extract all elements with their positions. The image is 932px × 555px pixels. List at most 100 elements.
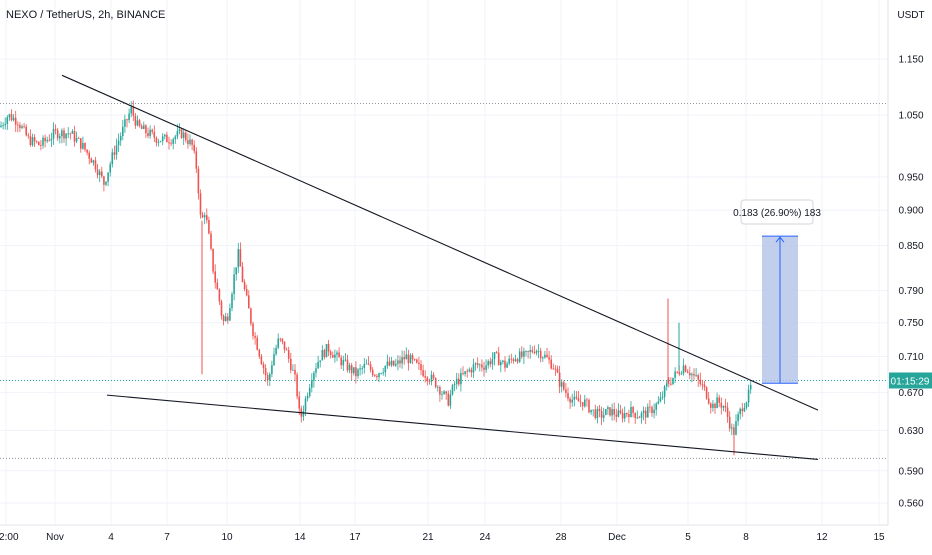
candle-body [565,389,567,394]
candle-body [693,373,695,376]
candle-body [308,387,311,396]
measure-layer[interactable]: 0.183 (26.90%) 183 [733,199,821,384]
time-tick-label: 5 [685,532,691,543]
candle-body [180,129,183,138]
candle-body [306,395,309,399]
candle-body [615,414,618,417]
candle-body [521,351,523,357]
candle-body [292,369,294,371]
candle-body [266,375,269,381]
candle-body [296,374,298,397]
candle-body [623,413,626,419]
candle-body [705,387,708,399]
measure-label-box [740,199,814,225]
candle-body [607,407,609,410]
candle-body [31,137,34,146]
trendline[interactable] [61,74,819,411]
candle-body [273,354,275,366]
candle-body [59,136,61,139]
candle-body [172,139,174,144]
candle-body [739,408,741,415]
candle-body [115,145,118,155]
candle-body [466,371,468,373]
candle-body [628,414,630,418]
candle-body [462,373,464,375]
candle-body [710,403,712,408]
candle-body [174,136,177,140]
candle-body [243,282,246,290]
candle-body [724,406,727,408]
candle-body [88,152,90,159]
time-tick-label: 15 [873,532,885,543]
time-tick-label: 17 [349,532,361,543]
candle-body [474,363,477,365]
candle-body [407,354,410,364]
candle-body [437,387,439,388]
candle-body [491,359,494,365]
candle-body [96,169,99,176]
candle-body [367,363,370,365]
candle-body [203,215,206,218]
time-axis[interactable]: 12:00 Nov 4 7 10 14 17 21 24 28 Dec 5 8 12 15 [0,532,885,543]
candle-body [460,373,462,385]
candle-body [529,350,531,352]
candle-body [653,409,655,414]
trendline[interactable] [106,394,819,460]
candle-layer [0,100,752,456]
candle-body [27,135,30,137]
candle-body [647,406,649,418]
candle-body [596,408,599,419]
candle-body [46,139,48,142]
candle-body [537,350,540,352]
candle-body [69,133,72,135]
candle-body [665,383,668,387]
candle-body [563,382,565,390]
candle-body [550,359,552,369]
candle-body [153,131,156,138]
candle-body [254,335,256,338]
candle-body [392,360,395,366]
price-tick-label: 0.670 [898,388,923,399]
candle-body [649,406,651,408]
candle-body [359,368,361,370]
candle-body [38,141,40,146]
candle-body [720,402,723,408]
measure-arrow-head [775,236,785,243]
candle-body [178,129,181,132]
candle-body [640,413,643,418]
price-tick-label: 1.050 [898,111,923,122]
candle-body [432,374,435,379]
candle-body [609,407,611,416]
candle-body [237,249,240,268]
candle-body [332,355,334,358]
candle-body [560,382,563,387]
candle-body [262,364,265,369]
candle-body [489,361,492,365]
candle-body [164,134,166,137]
candle-body [542,357,544,359]
candle-body [716,397,718,409]
time-tick-label: 4 [108,532,114,543]
candle-body [25,126,27,136]
candle-body [33,137,36,142]
candle-body [113,152,116,155]
candle-body [483,367,485,370]
candle-body [722,406,725,408]
price-axis[interactable]: 1.150 1.050 0.950 0.900 0.850 0.790 0.750 0.710… [898,55,923,510]
candle-body [638,417,641,419]
trendline-layer[interactable] [61,74,819,460]
candle-body [464,371,466,375]
candle-body [216,282,219,290]
candle-body [571,399,573,403]
candle-body [353,367,355,374]
candle-body [65,133,67,139]
candle-body [728,416,731,429]
candle-body [319,360,321,362]
candle-body [573,396,576,400]
candle-body [390,360,393,366]
candle-body [340,357,342,366]
time-tick-label: 8 [743,532,749,543]
candle-body [8,114,11,118]
candle-body [159,140,162,142]
